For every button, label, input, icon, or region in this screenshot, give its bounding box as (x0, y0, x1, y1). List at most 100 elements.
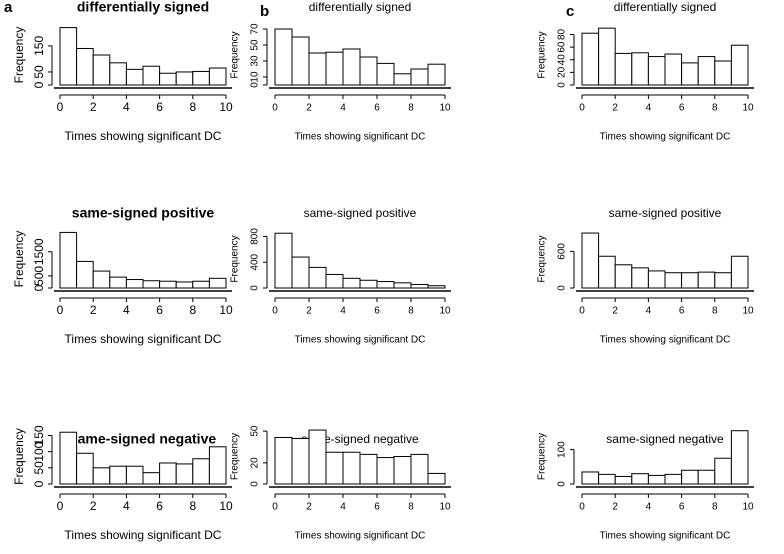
bar (598, 27, 616, 86)
bar (410, 283, 429, 289)
bar (342, 48, 361, 86)
y-tick-label: 50 (32, 65, 46, 79)
bar (598, 473, 616, 485)
x-tick-label: 10 (219, 499, 233, 513)
chart-title: same-signed negative (70, 431, 216, 447)
y-tick-label: 50 (250, 39, 261, 51)
bar (142, 472, 161, 485)
x-tick-label: 6 (679, 502, 685, 513)
bar (664, 473, 683, 485)
y-tick-label: 20 (250, 457, 261, 469)
bar (142, 65, 161, 86)
bar (647, 270, 666, 289)
chart-title: same-signed negative (301, 432, 419, 446)
x-tick-label: 4 (646, 502, 652, 513)
bar (359, 56, 378, 86)
bar (681, 272, 699, 289)
x-tick-label: 8 (408, 306, 414, 317)
bar (614, 52, 633, 86)
bar (581, 232, 600, 289)
bar (598, 255, 616, 289)
bar (109, 62, 127, 86)
bar (291, 36, 310, 86)
bar (614, 475, 633, 485)
bar (393, 73, 412, 86)
x-tick-label: 4 (646, 103, 652, 114)
bar (664, 272, 683, 289)
bar (631, 267, 649, 289)
y-tick-label: 80 (557, 28, 568, 40)
bar (159, 462, 177, 485)
bar (697, 469, 716, 485)
y-tick-label: 20 (557, 66, 568, 78)
bar (59, 27, 78, 86)
x-tick-label: 8 (189, 100, 196, 114)
x-tick-label: 0 (272, 306, 278, 317)
x-axis-label: Times showing significant DC (65, 129, 222, 143)
bar (581, 471, 600, 485)
bar (125, 279, 144, 289)
y-axis-label: Frequency (537, 31, 548, 78)
bar (291, 438, 310, 485)
x-tick-label: 6 (374, 103, 380, 114)
bar (376, 281, 395, 289)
x-tick-label: 2 (612, 306, 618, 317)
y-tick-label: 0 (557, 82, 568, 88)
y-tick-label: 50 (32, 461, 46, 475)
bar (274, 232, 293, 289)
bar (581, 32, 600, 86)
bar (697, 271, 716, 289)
y-tick-label: 0 (32, 284, 46, 291)
bar (681, 469, 699, 485)
chart-title: differentially signed (309, 0, 412, 14)
y-tick-label: 60 (557, 41, 568, 53)
bar (681, 62, 699, 86)
x-tick-label: 10 (742, 502, 754, 513)
y-tick-label: 600 (557, 243, 568, 260)
bar (76, 47, 94, 86)
y-tick-label: 150 (32, 36, 46, 56)
y-axis-label: Frequency (12, 27, 26, 84)
chart-title: same-signed positive (72, 205, 215, 221)
x-axis-label: Times showing significant DC (600, 132, 731, 143)
x-tick-label: 2 (612, 502, 618, 513)
x-tick-label: 10 (742, 103, 754, 114)
y-axis-label: Frequency (12, 231, 26, 288)
bar (208, 446, 227, 485)
bar (208, 277, 227, 289)
bar (159, 72, 177, 86)
bar (714, 457, 732, 485)
x-tick-label: 0 (57, 303, 64, 317)
y-tick-label: 40 (557, 54, 568, 66)
bar (647, 474, 666, 485)
bar (109, 465, 127, 485)
bar (342, 277, 361, 289)
bar (175, 281, 194, 289)
x-tick-label: 8 (189, 499, 196, 513)
x-tick-label: 10 (219, 303, 233, 317)
bar (192, 70, 210, 86)
x-tick-label: 0 (579, 502, 585, 513)
x-tick-label: 4 (646, 306, 652, 317)
x-tick-label: 4 (123, 499, 130, 513)
y-axis-label: Frequency (230, 433, 241, 480)
bar (325, 51, 344, 86)
bar (92, 54, 111, 86)
x-tick-label: 0 (57, 100, 64, 114)
bar (631, 52, 649, 86)
y-tick-label: 30 (250, 55, 261, 67)
x-tick-label: 2 (612, 103, 618, 114)
panel-label: a (4, 0, 13, 16)
bar (308, 429, 327, 485)
bar (109, 276, 127, 289)
y-tick-label: 70 (250, 23, 261, 35)
x-tick-label: 10 (742, 306, 754, 317)
bar (76, 452, 94, 485)
y-tick-label: 0 (250, 285, 261, 291)
y-tick-label: 1500 (32, 238, 46, 265)
bar (697, 56, 716, 86)
x-axis-label: Times showing significant DC (65, 528, 222, 542)
bar (325, 273, 344, 289)
x-axis-label: Times showing significant DC (600, 335, 731, 346)
x-tick-label: 2 (90, 100, 97, 114)
